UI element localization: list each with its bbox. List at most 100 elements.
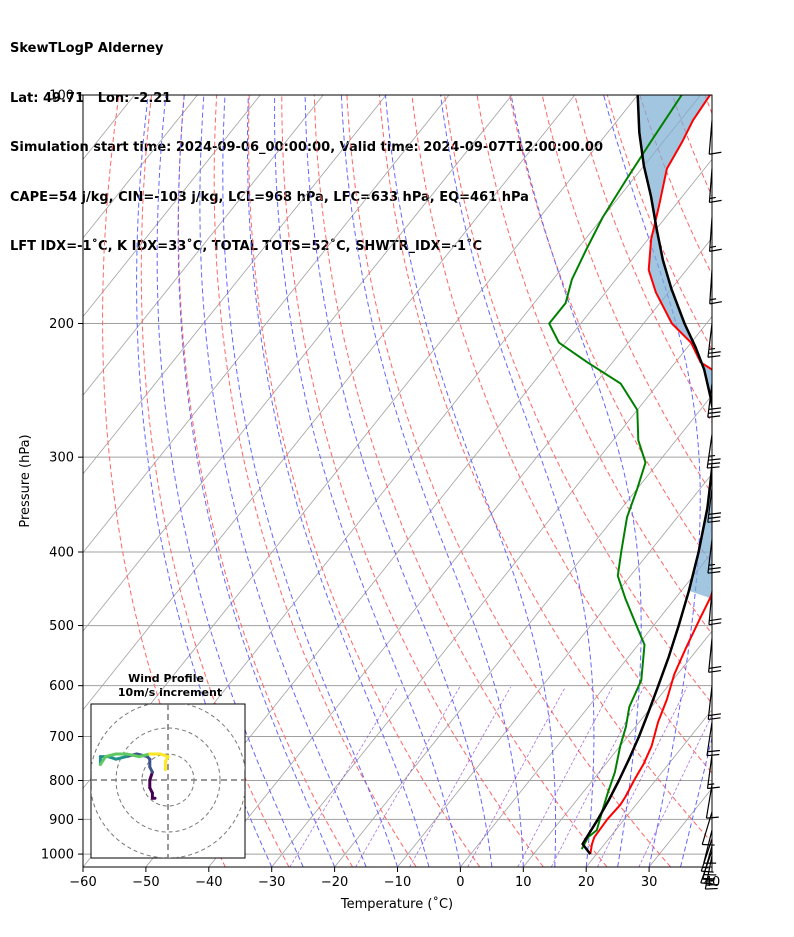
- dry-adiabat: [313, 95, 608, 867]
- moist-adiabat: [340, 95, 524, 867]
- y-tick-label: 500: [49, 619, 74, 634]
- dry-adiabat: [606, 95, 712, 351]
- mixing-ratio-line: [550, 686, 645, 867]
- cape-area: [637, 95, 712, 599]
- moist-adiabat: [177, 95, 336, 867]
- dry-adiabat: [346, 95, 671, 867]
- isotherm: [83, 95, 513, 632]
- axes: −60 −50 −40 −30 −20 −10 0 10 20 30 401000900800700…: [41, 89, 720, 891]
- moist-adiabat: [222, 95, 398, 867]
- hodograph: Wind Profile 10m/s increment: [90, 672, 246, 859]
- wind-barb: [708, 168, 722, 204]
- y-tick-label: 100: [49, 89, 74, 104]
- y-axis-label: Pressure (hPa): [18, 434, 33, 527]
- isotherm: [83, 95, 387, 475]
- moist-adiabat: [510, 95, 642, 867]
- moist-adiabat: [440, 95, 595, 867]
- chart-title: SkewTLogP Alderney: [10, 41, 164, 56]
- x-tick-label: −40: [195, 875, 222, 890]
- dry-adiabat: [639, 95, 712, 276]
- isotherm: [711, 866, 712, 867]
- wind-barb: [707, 323, 721, 358]
- dry-adiabat: [248, 95, 481, 867]
- dry-adiabat: [738, 95, 794, 867]
- moist-adiabat: [274, 95, 461, 867]
- isotherm: [334, 394, 712, 867]
- wind-barb: [707, 685, 722, 721]
- x-tick-label: −50: [132, 875, 159, 890]
- y-tick-label: 700: [49, 730, 74, 745]
- moist-adiabat: [711, 865, 712, 867]
- y-tick-label: 600: [49, 679, 74, 694]
- moist-adiabat: [680, 735, 712, 867]
- isotherm: [83, 95, 576, 711]
- wind-barb: [707, 383, 722, 418]
- wind-barb: [707, 539, 721, 574]
- profile-lines: [548, 95, 712, 855]
- wind-barb: [709, 269, 723, 305]
- isotherm: [460, 551, 712, 867]
- dry-adiabat: [378, 95, 712, 844]
- dry-adiabat: [281, 95, 544, 867]
- y-tick-label: 800: [49, 774, 74, 789]
- wind-barb: [701, 811, 715, 846]
- isotherm: [83, 95, 198, 239]
- hodograph-trace: [114, 755, 128, 761]
- dry-adiabat: [444, 95, 712, 705]
- wind-barbs: [700, 120, 723, 890]
- hodograph-trace: [98, 755, 108, 766]
- mixing-ratio-line: [355, 686, 461, 867]
- indices-line: LFT IDX=-1˚C, K IDX=33˚C, TOTAL TOTS=52˚…: [10, 239, 483, 254]
- x-tick-label: −60: [69, 875, 96, 890]
- hodograph-trace: [137, 752, 152, 759]
- moist-adiabat: [385, 95, 557, 867]
- dry-adiabat: [770, 95, 794, 867]
- x-tick-label: −20: [321, 875, 348, 890]
- wind-barb: [708, 217, 722, 252]
- dry-adiabat: [541, 95, 712, 495]
- x-tick-label: −10: [384, 875, 411, 890]
- isotherm: [208, 237, 712, 867]
- y-tick-label: 300: [49, 451, 74, 466]
- moist-adiabat: [304, 95, 493, 867]
- hodograph-trace: [124, 752, 141, 759]
- y-tick-label: 200: [49, 317, 74, 332]
- mixing-ratio-line: [517, 686, 613, 867]
- isotherm: [83, 95, 324, 396]
- wind-barb: [703, 830, 717, 864]
- dry-adiabat: [411, 95, 712, 774]
- dewpoint-line: [548, 95, 683, 850]
- wind-barb: [708, 120, 722, 155]
- wind-barb: [702, 845, 717, 880]
- moist-adiabat: [199, 95, 367, 867]
- mixing-ratio-line: [409, 686, 512, 867]
- moist-adiabat: [247, 95, 430, 867]
- dry-adiabat: [476, 95, 712, 635]
- x-tick-label: −30: [258, 875, 285, 890]
- isotherm: [0, 95, 72, 867]
- wind-barb: [706, 721, 720, 757]
- temperature-line: [589, 95, 712, 855]
- wind-barb: [708, 590, 722, 626]
- wind-barb: [706, 434, 721, 469]
- x-tick-label: 20: [578, 875, 595, 890]
- cape-line: CAPE=54 j/kg, CIN=-103 j/kg, LCL=968 hPa…: [10, 189, 529, 205]
- wind-barb: [706, 754, 720, 790]
- mixing-ratio-line: [597, 686, 688, 867]
- mixing-ratio-line: [638, 714, 712, 867]
- hodograph-subtitle: 10m/s increment: [118, 686, 222, 699]
- parcel-line: [581, 95, 712, 855]
- mixing-ratio-line: [467, 686, 566, 867]
- dry-adiabat: [574, 95, 712, 424]
- dry-adiabat: [140, 95, 290, 867]
- x-tick-label: 0: [456, 875, 464, 890]
- x-axis-label: Temperature (˚C): [340, 896, 453, 912]
- isotherm: [585, 709, 712, 867]
- wind-barb: [708, 638, 722, 673]
- isotherm: [83, 95, 450, 554]
- dry-adiabat: [671, 95, 712, 198]
- location-line: Lat: 49.71 Lon: -2.21: [10, 90, 172, 106]
- x-tick-label: 10: [515, 875, 532, 890]
- hodograph-trace: [104, 752, 118, 759]
